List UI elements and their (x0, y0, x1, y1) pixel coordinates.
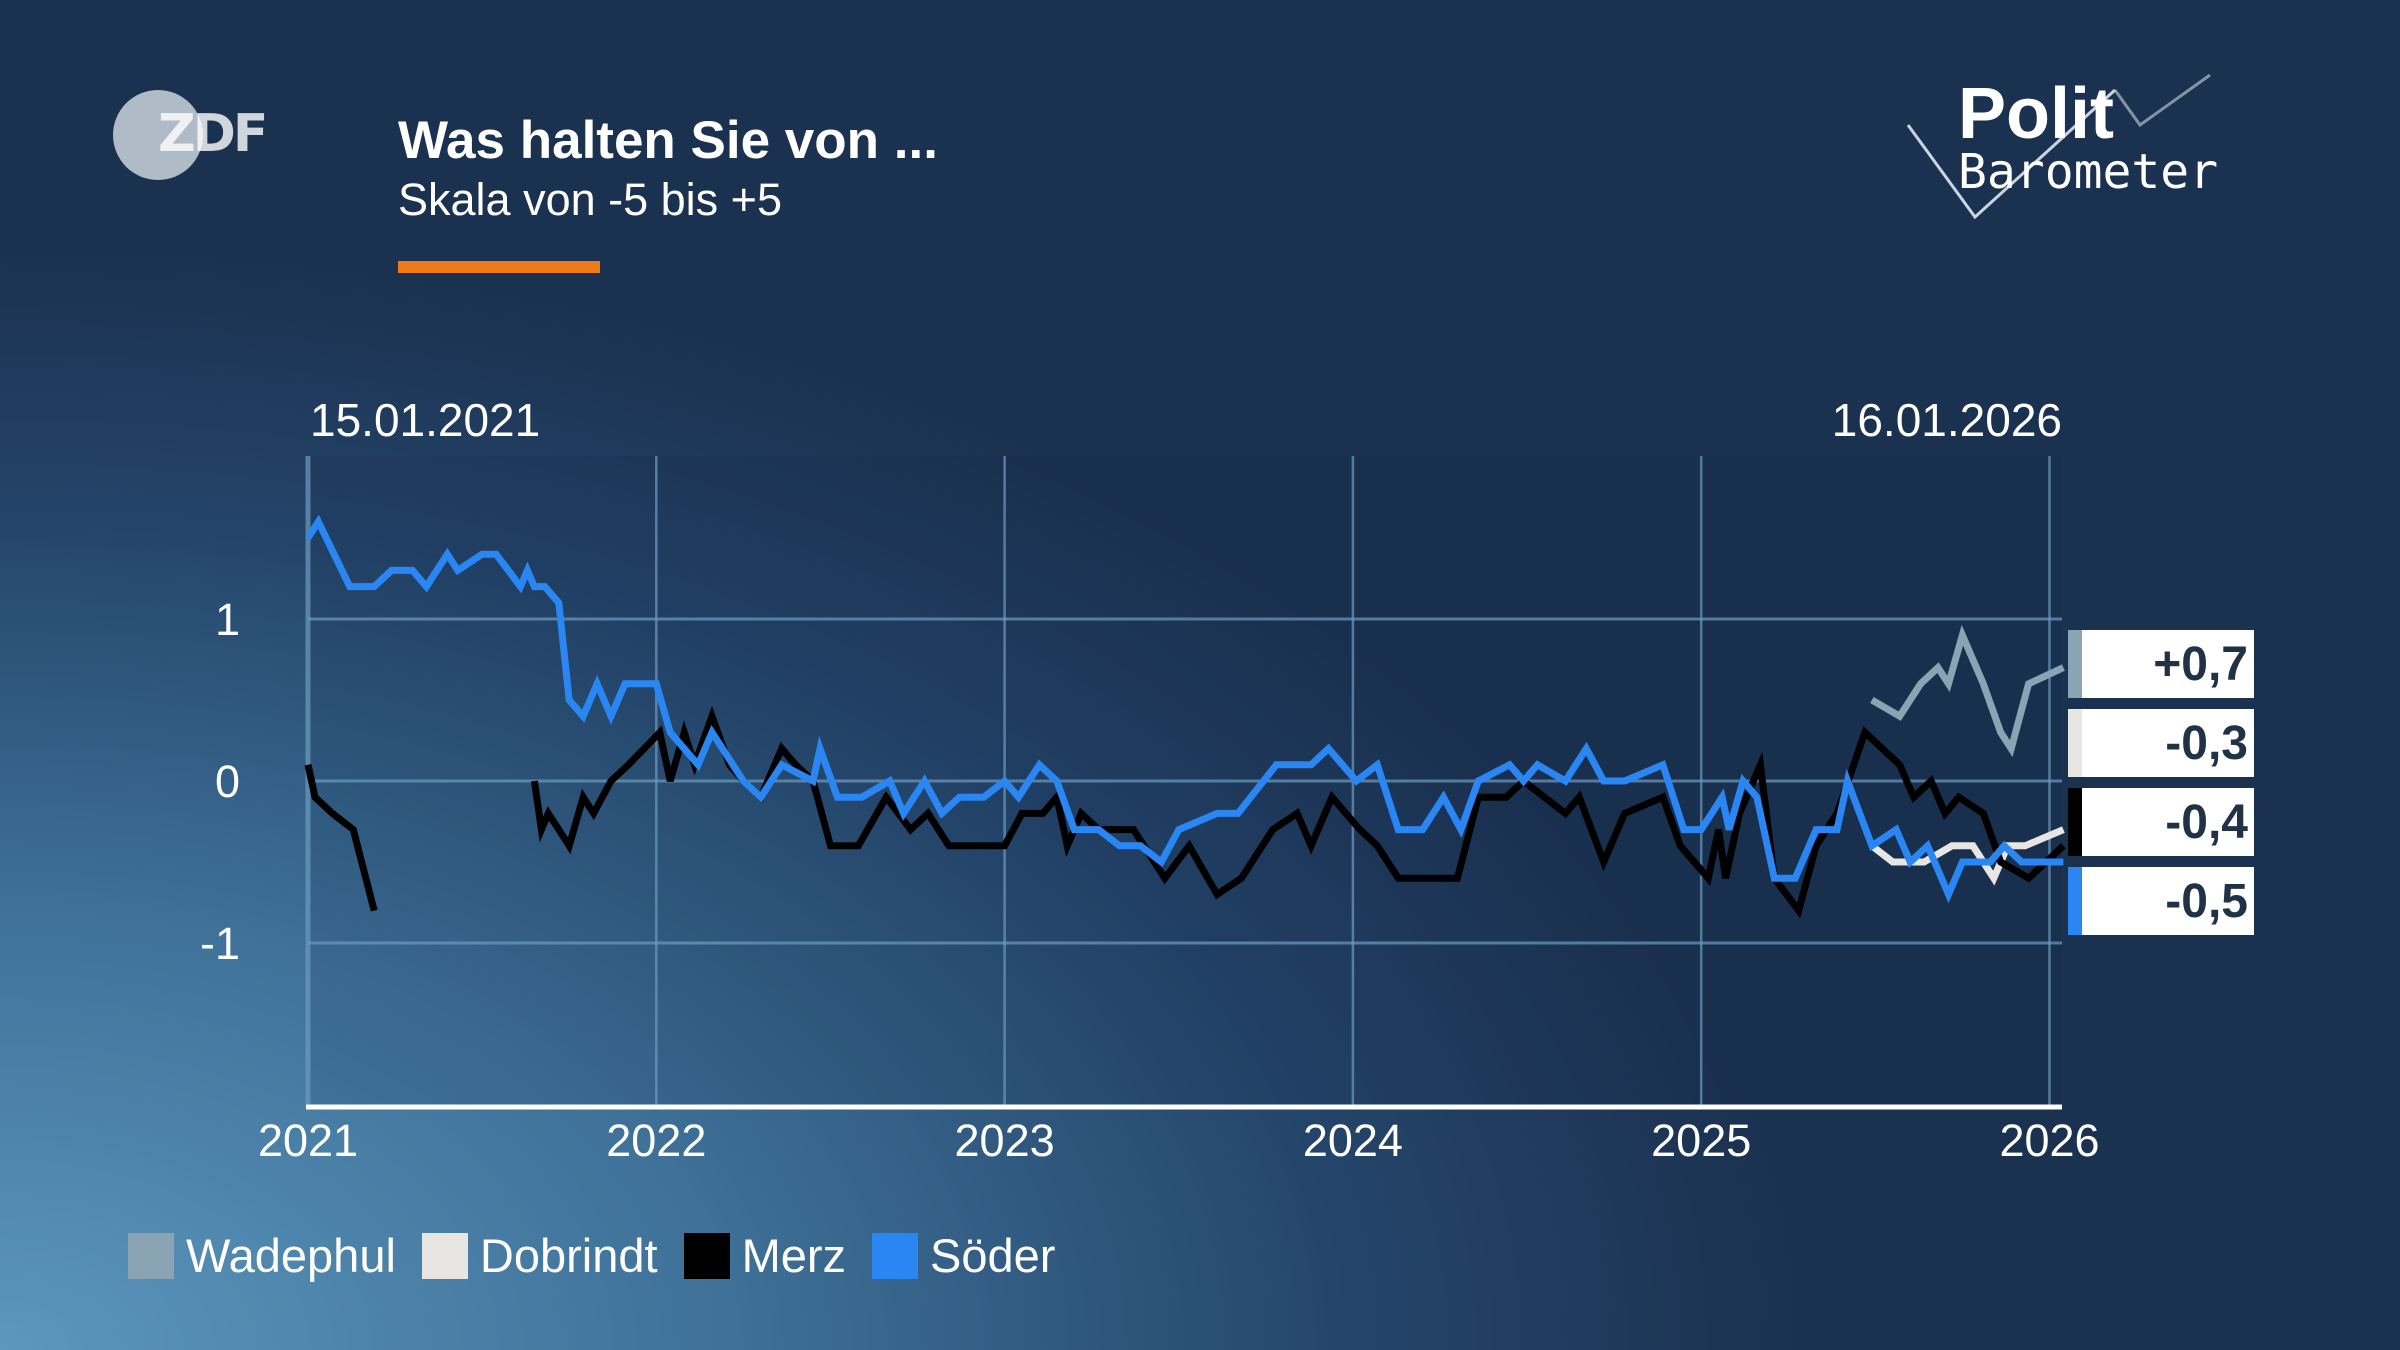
accent-bar (398, 261, 600, 273)
x-tick-label: 2024 (1303, 1115, 1403, 1166)
latest-value-merz: -0,4 (2068, 788, 2254, 856)
y-tick-label: 1 (215, 594, 240, 645)
x-tick-label: 2021 (258, 1115, 358, 1166)
x-tick-label: 2025 (1651, 1115, 1751, 1166)
y-tick-label: 0 (215, 756, 240, 807)
latest-value-text: -0,3 (2165, 717, 2248, 770)
series-line-söder (305, 514, 2064, 904)
legend-swatch (872, 1232, 919, 1279)
svg-text:Barometer: Barometer (1958, 144, 2218, 200)
svg-text:Polit: Polit (1958, 74, 2114, 154)
zdf-logo (113, 90, 203, 180)
legend-swatch (421, 1232, 468, 1279)
legend-label: Merz (741, 1229, 847, 1282)
latest-value-text: -0,4 (2165, 796, 2248, 849)
latest-value-text: -0,5 (2165, 875, 2248, 928)
latest-value-text: +0,7 (2153, 638, 2248, 691)
series-color-bar (2068, 709, 2082, 777)
date-start-label: 15.01.2021 (310, 394, 540, 446)
x-tick-label: 2026 (1999, 1115, 2099, 1166)
legend-label: Dobrindt (479, 1229, 658, 1282)
series-line-merz (530, 705, 2066, 919)
legend: Wadephul Dobrindt Merz Söder (128, 1228, 1081, 1283)
zdf-logo-text: ZDF (158, 104, 268, 164)
legend-item-dobrindt: Dobrindt (421, 1228, 658, 1283)
legend-item-merz: Merz (683, 1228, 847, 1283)
chart-title: Was halten Sie von ... (398, 111, 938, 170)
legend-label: Wadephul (186, 1229, 396, 1282)
politbarometer-logo: Polit Barometer (1906, 73, 2218, 220)
legend-label: Söder (930, 1229, 1056, 1282)
series-line-wadephul (1870, 624, 2065, 758)
legend-swatch (683, 1232, 730, 1279)
latest-value-söder: -0,5 (2068, 867, 2254, 935)
series-color-bar (2068, 630, 2082, 698)
latest-value-dobrindt: -0,3 (2068, 709, 2254, 777)
series-color-bar (2068, 788, 2082, 856)
series-line-dobrindt (1869, 826, 2065, 886)
chart-subtitle: Skala von -5 bis +5 (398, 174, 782, 225)
legend-item-söder: Söder (872, 1228, 1055, 1283)
date-end-label: 16.01.2026 (1832, 394, 2062, 446)
latest-value-wadephul: +0,7 (2068, 630, 2254, 698)
y-tick-label: -1 (200, 918, 240, 969)
legend-swatch (128, 1232, 174, 1279)
x-tick-label: 2022 (606, 1115, 706, 1166)
series-color-bar (2068, 867, 2082, 935)
series-line-merz (304, 764, 378, 912)
legend-item-wadephul: Wadephul (128, 1228, 396, 1283)
x-tick-label: 2023 (955, 1115, 1055, 1166)
